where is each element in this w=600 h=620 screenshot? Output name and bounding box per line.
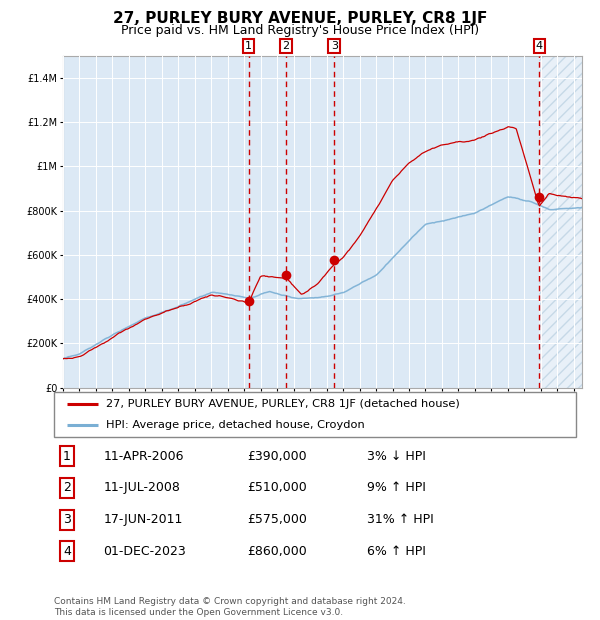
Text: 11-APR-2006: 11-APR-2006 (104, 450, 184, 463)
Text: £510,000: £510,000 (247, 481, 307, 494)
Text: 4: 4 (63, 545, 71, 558)
Text: 3% ↓ HPI: 3% ↓ HPI (367, 450, 426, 463)
Text: 31% ↑ HPI: 31% ↑ HPI (367, 513, 434, 526)
Text: 1: 1 (245, 41, 252, 51)
Text: £390,000: £390,000 (247, 450, 307, 463)
Text: 2: 2 (63, 481, 71, 494)
Text: 27, PURLEY BURY AVENUE, PURLEY, CR8 1JF (detached house): 27, PURLEY BURY AVENUE, PURLEY, CR8 1JF … (106, 399, 460, 409)
Text: £575,000: £575,000 (247, 513, 307, 526)
Bar (539, 56, 582, 388)
Text: 6% ↑ HPI: 6% ↑ HPI (367, 545, 426, 558)
Text: 17-JUN-2011: 17-JUN-2011 (104, 513, 183, 526)
Text: 9% ↑ HPI: 9% ↑ HPI (367, 481, 426, 494)
Text: 3: 3 (331, 41, 338, 51)
Text: 4: 4 (536, 41, 543, 51)
Text: 1: 1 (63, 450, 71, 463)
Text: Contains HM Land Registry data © Crown copyright and database right 2024.
This d: Contains HM Land Registry data © Crown c… (54, 598, 406, 617)
Text: 01-DEC-2023: 01-DEC-2023 (104, 545, 187, 558)
Text: 11-JUL-2008: 11-JUL-2008 (104, 481, 181, 494)
Text: 3: 3 (63, 513, 71, 526)
Text: £860,000: £860,000 (247, 545, 307, 558)
Text: 27, PURLEY BURY AVENUE, PURLEY, CR8 1JF: 27, PURLEY BURY AVENUE, PURLEY, CR8 1JF (113, 11, 487, 26)
Bar (539, 56, 582, 388)
Text: Price paid vs. HM Land Registry's House Price Index (HPI): Price paid vs. HM Land Registry's House … (121, 24, 479, 37)
Text: HPI: Average price, detached house, Croydon: HPI: Average price, detached house, Croy… (106, 420, 365, 430)
Text: 2: 2 (283, 41, 289, 51)
FancyBboxPatch shape (54, 392, 576, 437)
